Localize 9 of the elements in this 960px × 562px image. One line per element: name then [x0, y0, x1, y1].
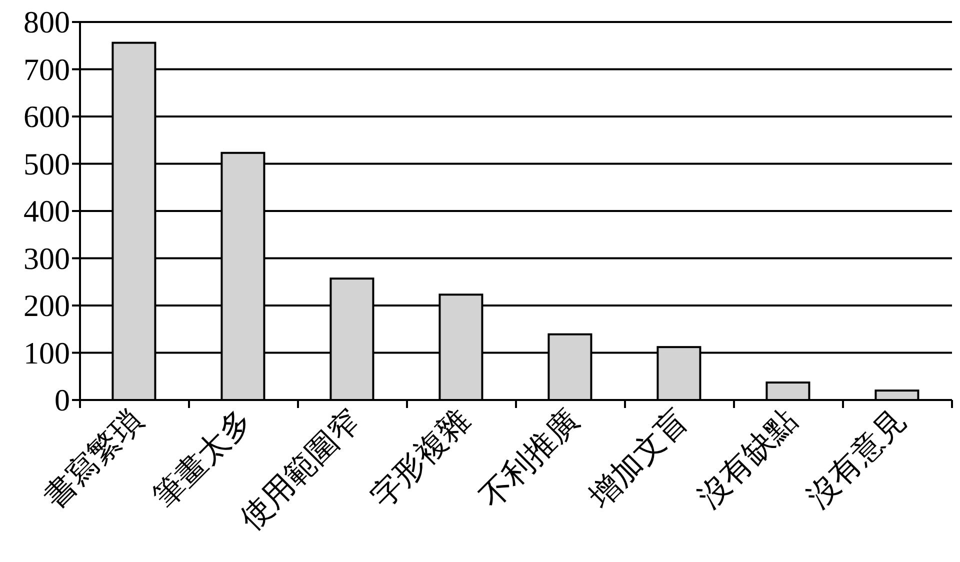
y-tick-label: 0 — [54, 382, 70, 418]
y-tick-label: 500 — [24, 146, 70, 182]
y-tick-label: 300 — [24, 240, 70, 276]
y-tick-label: 400 — [24, 194, 70, 228]
y-tick-label: 600 — [24, 99, 70, 134]
y-tick-label: 100 — [24, 335, 70, 370]
y-tick-label: 200 — [24, 288, 70, 323]
y-tick-label: 800 — [24, 4, 70, 40]
y-tick-label: 700 — [24, 52, 70, 87]
